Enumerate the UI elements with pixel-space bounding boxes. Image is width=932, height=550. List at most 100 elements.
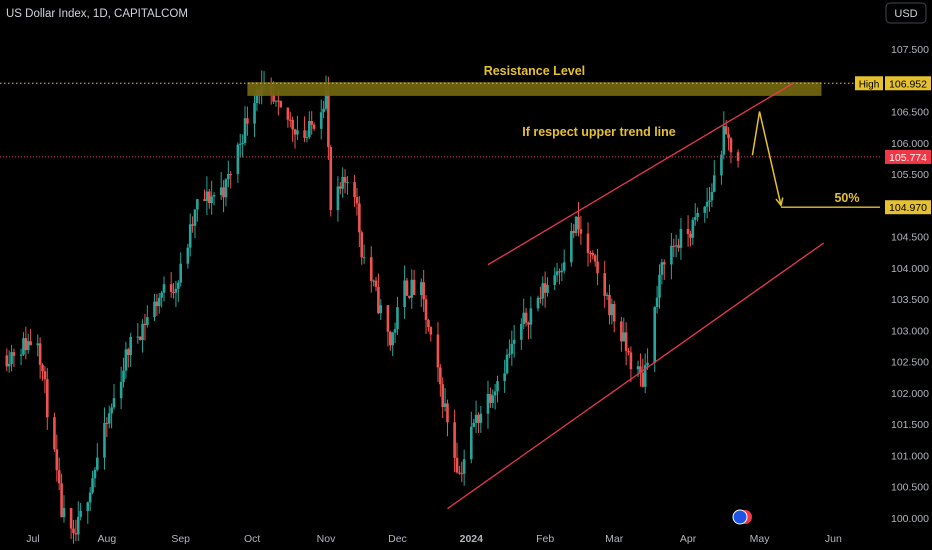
candle	[703, 205, 707, 223]
candle-body	[229, 173, 233, 175]
candle	[177, 280, 180, 302]
candle	[341, 167, 344, 198]
candle-body	[291, 119, 294, 130]
candle	[689, 230, 692, 247]
candle	[412, 269, 416, 296]
candle-body	[205, 191, 209, 201]
candle-body	[558, 271, 561, 273]
candle	[710, 183, 714, 208]
x-tick-label: May	[750, 533, 771, 545]
candle	[24, 326, 28, 360]
candle	[253, 91, 256, 137]
candle-body	[491, 395, 495, 403]
candle-body	[29, 341, 32, 346]
x-tick-label: Apr	[680, 533, 697, 545]
candle-body	[391, 332, 394, 346]
candle	[222, 180, 225, 213]
candle-body	[360, 232, 364, 258]
candle	[389, 330, 392, 351]
candle-body	[727, 134, 730, 139]
candle-body	[324, 90, 328, 109]
candle	[655, 285, 659, 314]
candle	[377, 273, 380, 315]
candle	[691, 217, 695, 246]
candle-body	[138, 336, 142, 340]
candle-body	[174, 288, 178, 293]
candle-body	[222, 187, 225, 198]
candle	[693, 203, 697, 226]
candle	[238, 133, 242, 158]
candle	[369, 246, 373, 293]
candle-body	[574, 216, 578, 234]
candle-body	[419, 282, 423, 295]
candle	[586, 222, 590, 267]
candle	[29, 328, 32, 346]
candle-body	[589, 252, 592, 254]
resistance-zone[interactable]	[247, 82, 822, 96]
candle-body	[343, 177, 347, 183]
candle	[610, 298, 614, 325]
candle	[408, 295, 411, 300]
candle-body	[408, 295, 411, 298]
candle	[627, 347, 630, 356]
candle	[436, 322, 440, 383]
candle-body	[379, 305, 383, 314]
candle	[574, 215, 578, 237]
candle-body	[274, 100, 278, 102]
candle	[560, 263, 564, 282]
candle-body	[729, 138, 733, 153]
candle	[286, 107, 290, 128]
candle	[658, 264, 661, 309]
candle	[553, 267, 556, 291]
candle-body	[236, 144, 240, 175]
candle-body	[45, 379, 49, 418]
lower-trend-line[interactable]	[447, 242, 825, 510]
candle	[141, 319, 144, 353]
candle-body	[238, 143, 242, 145]
candle-body	[355, 197, 359, 204]
economic-events-icon[interactable]	[732, 509, 752, 525]
candle	[539, 286, 542, 304]
candle	[219, 171, 223, 200]
candle-body	[112, 398, 116, 408]
candle-body	[553, 275, 556, 285]
candle	[555, 262, 559, 283]
candle	[122, 357, 125, 388]
candle	[439, 364, 442, 397]
candle-body	[22, 338, 25, 355]
currency-button[interactable]: USD	[885, 2, 927, 24]
candle-body	[520, 323, 523, 340]
candle-body	[86, 502, 90, 511]
candle-body	[277, 100, 280, 102]
candle	[577, 202, 580, 237]
candle	[91, 470, 94, 495]
candle-body	[10, 352, 13, 364]
x-tick-label: Jun	[825, 533, 842, 545]
candle	[489, 387, 492, 408]
projection-path[interactable]	[751, 111, 782, 206]
candle-body	[179, 263, 182, 283]
candle-body	[622, 332, 626, 342]
upper-trend-line[interactable]	[487, 82, 794, 266]
x-tick-label: Sep	[171, 533, 190, 545]
candle-body	[346, 182, 349, 184]
candle-body	[393, 329, 397, 333]
candle	[493, 384, 497, 410]
candle	[55, 434, 59, 482]
candle	[312, 122, 316, 131]
candle-body	[689, 233, 692, 238]
candle-body	[579, 229, 583, 234]
candle	[138, 336, 142, 341]
candle	[653, 306, 657, 373]
candle-body	[107, 413, 111, 424]
candle-body	[677, 245, 680, 248]
candle	[374, 276, 378, 292]
drawings-layer[interactable]: Resistance Level If respect upper trend l…	[0, 64, 880, 510]
candle-body	[188, 224, 192, 248]
candle	[355, 188, 359, 216]
candle-body	[593, 255, 597, 262]
candle	[303, 116, 306, 143]
candle-body	[527, 322, 530, 325]
candle	[203, 189, 206, 202]
